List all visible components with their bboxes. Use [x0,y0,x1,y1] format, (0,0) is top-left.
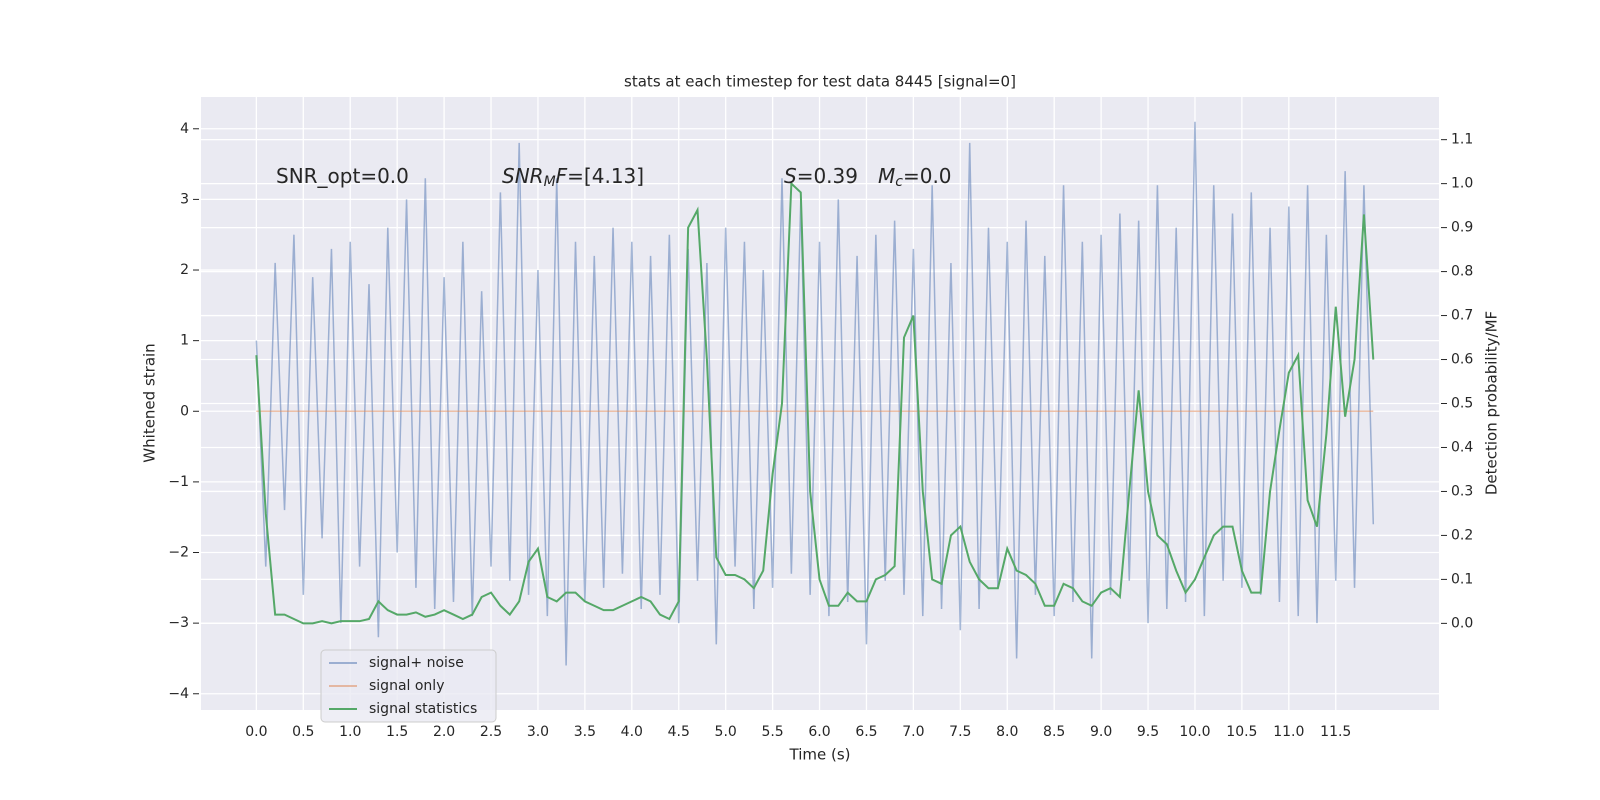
y-tick-label: 1 [180,333,189,349]
labels: 0.0 0.5 1.0 1.5 2.0 2.5 3.0 3.5 4.0 4.5 5.0 5.5 6.0 6… [168,121,1473,740]
y-tick-label: −1 [168,474,189,490]
x-axis-label: Time (s) [789,746,851,764]
y2-axis-label: Detection probability/MF [1483,311,1501,495]
x-tick-label: 8.0 [996,724,1018,740]
annotation: SNR_opt=0.0 [276,164,409,188]
annotation: S=0.39 [784,164,858,188]
x-tick-label: 3.0 [527,724,549,740]
x-tick-label: 7.5 [949,724,971,740]
y-tick-label: 3 [180,191,189,207]
x-tick-label: 9.5 [1137,724,1159,740]
y-axis-label: Whitened strain [141,343,159,462]
annotation-part: =[4.13] [567,164,644,188]
y2-tick-label: 0.1 [1451,571,1473,587]
y-tick-label: 2 [180,262,189,278]
x-tick-label: 2.5 [480,724,502,740]
legend-label: signal statistics [369,701,477,717]
y-tick-label: 4 [180,121,189,137]
y2-tick-label: 0.8 [1451,264,1473,280]
annotation-part: =0.39 [797,164,858,188]
x-tick-label: 6.5 [855,724,877,740]
x-tick-label: 0.0 [245,724,267,740]
annotation-part: SNR [502,164,544,188]
y2-tick-label: 0.2 [1451,527,1473,543]
x-tick-label: 11.0 [1273,724,1304,740]
x-tick-label: 2.0 [433,724,455,740]
y2-tick-label: 0.5 [1451,396,1473,412]
y-tick-label: 0 [180,403,189,419]
annotation: Mc=0.0 [878,164,952,191]
x-tick-label: 5.5 [761,724,783,740]
y-tick-label: −2 [168,545,189,561]
x-tick-label: 11.5 [1320,724,1351,740]
y2-tick-label: 0.6 [1451,352,1473,368]
marks [255,121,1375,666]
series-line [255,181,1375,625]
chart-title: stats at each timestep for test data 844… [624,73,1016,91]
x-tick-label: 1.5 [386,724,408,740]
annotation-part: F [556,164,568,188]
annotation-part: M [544,174,556,190]
y2-tick-label: 0.4 [1451,439,1473,455]
x-tick-label: 9.0 [1090,724,1112,740]
x-tick-label: 6.0 [808,724,830,740]
x-tick-label: 4.5 [668,724,690,740]
x-tick-label: 10.0 [1179,724,1210,740]
x-tick-label: 7.0 [902,724,924,740]
annotation-part: SNR_opt=0.0 [276,164,409,188]
legend-label: signal+ noise [369,655,464,671]
legend-box [320,649,497,723]
series-line [255,121,1375,666]
x-tick-label: 1.0 [339,724,361,740]
annotation-part: =0.0 [903,164,952,188]
y2-tick-label: 1.1 [1451,132,1473,148]
y-tick-label: −3 [168,615,189,631]
x-tick-label: 0.5 [292,724,314,740]
y2-tick-label: 0.7 [1451,308,1473,324]
y2-tick-label: 1.0 [1451,176,1473,192]
annotation-part: c [895,174,903,190]
x-tick-label: 3.5 [574,724,596,740]
annotation: SNRMF=[4.13] [502,164,644,191]
legend-label: signal only [369,678,444,694]
y2-tick-label: 0.3 [1451,483,1473,499]
x-tick-label: 8.5 [1043,724,1065,740]
y2-tick-label: 0.9 [1451,220,1473,236]
x-tick-label: 5.0 [715,724,737,740]
x-tick-label: 10.5 [1226,724,1257,740]
annotation-part: S [784,164,797,188]
annotation-part: M [878,164,895,188]
y-tick-label: −4 [168,686,189,702]
x-tick-label: 4.0 [621,724,643,740]
y2-tick-label: 0.0 [1451,615,1473,631]
